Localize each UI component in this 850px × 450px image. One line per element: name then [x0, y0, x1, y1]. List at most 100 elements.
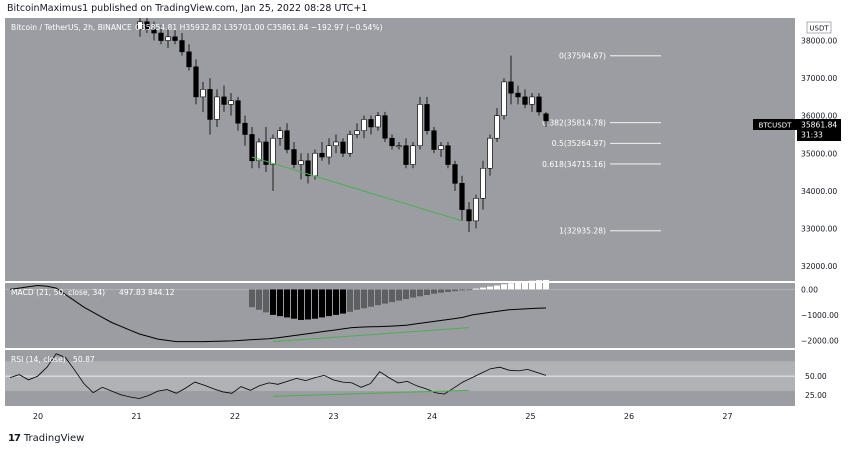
publish-line: BitcoinMaximus1 published on TradingView…	[7, 3, 368, 14]
tradingview-brand: TradingView	[23, 433, 85, 444]
candle-body	[319, 152, 325, 158]
candle-body	[417, 104, 423, 147]
macd-histogram-bar	[424, 289, 430, 295]
macd-histogram-bar	[375, 289, 381, 306]
candle-body	[151, 28, 157, 34]
macd-histogram-bar	[431, 289, 437, 294]
candle-body	[284, 130, 290, 150]
x-tick-label: 21	[131, 412, 141, 421]
candle-body	[165, 36, 171, 41]
macd-group	[9, 279, 549, 343]
x-tick-label: 25	[525, 412, 535, 421]
macd-histogram-bar	[270, 289, 276, 315]
macd-histogram-bar	[319, 289, 325, 318]
macd-histogram-bar	[452, 289, 458, 292]
macd-histogram-bar	[543, 279, 549, 290]
candle-body	[382, 115, 388, 139]
macd-histogram-bar	[515, 282, 521, 290]
fib-level-label: 0.5(35264.97)	[552, 139, 606, 148]
macd-histogram-bar	[501, 284, 507, 290]
macd-histogram-bar	[382, 289, 388, 304]
rsi-line	[9, 353, 547, 399]
candle-body	[193, 66, 199, 98]
macd-tick-label: −1000.00	[801, 311, 839, 320]
candle-body	[396, 145, 402, 148]
candle-body	[473, 198, 479, 222]
x-tick-label: 23	[328, 412, 338, 421]
candle-body	[333, 141, 339, 147]
fib-level-label: 0.382(35814.78)	[542, 118, 606, 127]
macd-histogram-bar	[305, 289, 311, 320]
candle-body	[228, 100, 234, 105]
price-tick-label: 38000.00	[801, 37, 837, 46]
candle-body	[438, 145, 444, 150]
candle-body	[347, 134, 353, 154]
rsi-value: 50.87	[73, 355, 95, 364]
candle-body	[410, 145, 416, 165]
candle-body	[214, 96, 220, 120]
rsi-divergence-line	[272, 389, 470, 397]
rsi-title: RSI (14, close)	[11, 355, 66, 364]
rsi-tick-label: 25.00	[805, 391, 827, 400]
macd-histogram-bar	[480, 287, 486, 290]
bar-countdown: 31:33	[801, 131, 823, 140]
candle-body	[158, 32, 164, 41]
macd-histogram-bar	[494, 285, 500, 290]
candle-body	[403, 145, 409, 165]
candle-body	[494, 115, 500, 139]
candle-body	[179, 40, 185, 53]
tradingview-logo-icon: 17	[8, 433, 21, 444]
chart-area[interactable]: 0(37594.67) 0.382(35814.78) 0.5(35264.97) 0…	[5, 18, 845, 426]
candle-body	[368, 119, 374, 128]
candle-body	[452, 164, 458, 184]
price-tick-label: 34000.00	[801, 187, 837, 196]
candle-body	[543, 113, 549, 122]
candle-body	[508, 81, 514, 94]
symbol-title: Bitcoin / TetherUS, 2h, BINANCE	[11, 23, 132, 32]
candles-group[interactable]	[137, 18, 549, 233]
macd-histogram-bar	[284, 289, 290, 318]
candle-body	[424, 104, 430, 132]
chart-canvas[interactable]: 0(37594.67) 0.382(35814.78) 0.5(35264.97) 0…	[5, 18, 845, 426]
candle-body	[312, 152, 318, 177]
macd-tick-label: −2000.00	[801, 336, 839, 345]
candle-body	[235, 100, 241, 124]
candle-body	[256, 141, 262, 162]
candle-body	[298, 160, 304, 165]
macd-histogram-bar	[354, 289, 360, 310]
candle-body	[249, 134, 255, 162]
macd-histogram-bar	[312, 289, 318, 319]
macd-histogram-bar	[256, 289, 262, 310]
macd-values: 497.83 844.12	[119, 288, 175, 297]
candle-body	[137, 21, 143, 30]
tradingview-footer[interactable]: 17 TradingView	[8, 432, 84, 446]
macd-tick-label: 0.00	[801, 285, 818, 294]
candle-body	[305, 160, 311, 177]
macd-histogram-bar	[340, 289, 346, 314]
time-axis-bg	[5, 406, 845, 426]
candle-body	[501, 81, 507, 116]
price-tick-label: 32000.00	[801, 262, 837, 271]
candle-body	[445, 145, 451, 165]
macd-histogram-bar	[473, 288, 479, 290]
macd-divergence-line	[272, 327, 470, 343]
macd-histogram-bar	[529, 280, 535, 290]
macd-histogram-bar	[403, 289, 409, 300]
currency-label: USDT	[809, 25, 829, 33]
candle-body	[172, 36, 178, 41]
fib-level-label: 1(32935.28)	[559, 227, 606, 236]
candle-body	[200, 89, 206, 98]
price-axis-bg	[795, 18, 845, 406]
macd-histogram-bar	[508, 283, 514, 290]
rsi-tick-label: 50.00	[805, 372, 827, 381]
candle-body	[515, 92, 521, 98]
candle-body	[480, 167, 486, 199]
candle-body	[207, 89, 213, 120]
price-badge-label: BTCUSDT	[759, 122, 793, 130]
macd-histogram-bar	[459, 289, 465, 291]
price-badge	[753, 119, 797, 130]
candle-body	[340, 141, 346, 154]
price-trendline	[251, 156, 463, 222]
macd-histogram-bar	[389, 289, 395, 303]
candle-body	[326, 145, 332, 158]
